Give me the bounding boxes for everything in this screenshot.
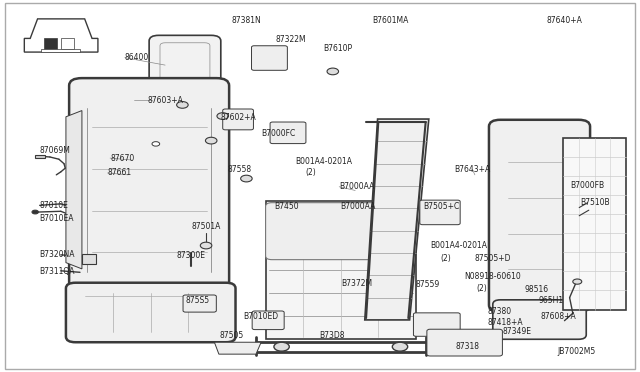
Text: 965H1: 965H1 [539, 296, 564, 305]
Text: B7610P: B7610P [323, 44, 353, 53]
Polygon shape [24, 19, 98, 52]
Text: 87608+A: 87608+A [540, 312, 576, 321]
Bar [40, 49, 80, 52]
Bar [44, 38, 58, 49]
Text: B7601MA: B7601MA [372, 16, 408, 25]
Text: (2): (2) [440, 254, 451, 263]
Text: 98516: 98516 [524, 285, 548, 294]
FancyBboxPatch shape [413, 313, 460, 336]
Text: 87069M: 87069M [40, 146, 70, 155]
Text: 87418+A: 87418+A [488, 318, 524, 327]
Text: 87559: 87559 [415, 280, 440, 289]
FancyBboxPatch shape [252, 46, 287, 70]
Text: 87349E: 87349E [502, 327, 532, 336]
Polygon shape [66, 110, 82, 269]
FancyBboxPatch shape [66, 283, 236, 342]
FancyBboxPatch shape [270, 122, 306, 144]
FancyBboxPatch shape [489, 120, 590, 312]
Circle shape [327, 68, 339, 75]
Text: B7000AA: B7000AA [339, 182, 374, 191]
FancyBboxPatch shape [69, 78, 229, 301]
Text: B7311QA: B7311QA [40, 267, 75, 276]
FancyBboxPatch shape [252, 311, 284, 330]
Text: 87505+D: 87505+D [475, 254, 511, 263]
Text: B001A4-0201A: B001A4-0201A [296, 157, 353, 166]
Text: 87640+A: 87640+A [547, 16, 582, 25]
FancyBboxPatch shape [183, 295, 216, 312]
Circle shape [392, 342, 408, 351]
Text: B7505+C: B7505+C [424, 202, 460, 211]
Bar [35, 155, 45, 158]
Circle shape [152, 142, 160, 146]
Bar [266, 201, 416, 339]
Text: 875S5: 875S5 [185, 296, 209, 305]
FancyBboxPatch shape [420, 200, 460, 225]
Polygon shape [365, 119, 429, 320]
Circle shape [177, 102, 188, 108]
Circle shape [217, 113, 228, 119]
Text: 87661: 87661 [108, 169, 132, 177]
Text: 87558: 87558 [228, 165, 252, 174]
Text: 87381N: 87381N [232, 16, 261, 25]
Circle shape [200, 242, 212, 249]
Text: 87322M: 87322M [276, 35, 307, 44]
Text: B7000FC: B7000FC [261, 129, 296, 138]
Text: 87670: 87670 [110, 154, 134, 163]
FancyBboxPatch shape [427, 329, 502, 356]
Text: 87602+A: 87602+A [221, 113, 257, 122]
Bar [563, 138, 626, 310]
Text: JB7002M5: JB7002M5 [557, 347, 595, 356]
Circle shape [274, 342, 289, 351]
Text: 87010E: 87010E [40, 201, 68, 210]
Circle shape [205, 137, 217, 144]
Text: N08918-60610: N08918-60610 [465, 272, 522, 281]
Text: B7000FB: B7000FB [570, 182, 605, 190]
FancyBboxPatch shape [223, 109, 253, 130]
Bar [61, 38, 74, 49]
Text: B73D8: B73D8 [319, 331, 344, 340]
Text: B7643+A: B7643+A [454, 165, 490, 174]
Text: 87318: 87318 [455, 342, 479, 351]
FancyBboxPatch shape [266, 203, 416, 260]
Text: B7510B: B7510B [580, 198, 610, 207]
FancyBboxPatch shape [493, 300, 586, 339]
Text: B7450: B7450 [274, 202, 298, 211]
Text: 87603+A: 87603+A [147, 96, 183, 105]
Text: B7372M: B7372M [342, 279, 372, 288]
Circle shape [573, 279, 582, 284]
Circle shape [32, 210, 38, 214]
FancyBboxPatch shape [160, 43, 210, 80]
Text: 87505: 87505 [220, 331, 244, 340]
Text: 87380: 87380 [488, 307, 512, 316]
Text: 86400: 86400 [125, 53, 149, 62]
Text: B7010EA: B7010EA [40, 214, 74, 223]
Circle shape [241, 175, 252, 182]
Text: 87300E: 87300E [176, 251, 205, 260]
Text: 87501A: 87501A [191, 222, 221, 231]
Text: B7000AA: B7000AA [340, 202, 376, 211]
Text: B7320NA: B7320NA [40, 250, 75, 259]
Bar [82, 254, 96, 264]
FancyBboxPatch shape [149, 35, 221, 87]
Text: B7010ED: B7010ED [244, 312, 278, 321]
Text: (2): (2) [477, 284, 488, 293]
Text: (2): (2) [305, 169, 316, 177]
Polygon shape [214, 342, 261, 354]
Text: B001A4-0201A: B001A4-0201A [431, 241, 488, 250]
